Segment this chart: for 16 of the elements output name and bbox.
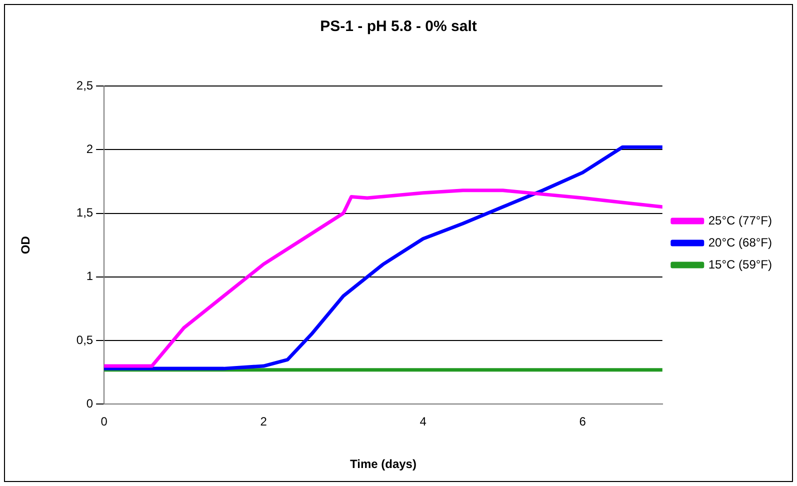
- y-tick-label: 2,5: [76, 78, 94, 92]
- chart-title: PS-1 - pH 5.8 - 0% salt: [320, 18, 477, 36]
- y-tick-label: 0: [86, 396, 94, 411]
- y-tick-label: 1: [86, 269, 94, 284]
- x-tick-label: 2: [260, 414, 268, 429]
- y-axis-title: OD: [18, 236, 33, 254]
- x-tick-label: 0: [100, 414, 108, 429]
- y-tick-label: 0,5: [76, 332, 94, 347]
- x-tick-label: 4: [420, 414, 427, 429]
- x-tick-label: 6: [579, 414, 586, 429]
- y-tick-label: 1,5: [76, 206, 94, 220]
- legend-label: 15°C (59°F): [708, 257, 772, 272]
- y-tick-label: 2: [86, 142, 94, 156]
- legend-label: 20°C (68°F): [708, 235, 772, 250]
- legend-label: 25°C (77°F): [708, 213, 772, 228]
- x-axis-title: Time (days): [350, 457, 416, 472]
